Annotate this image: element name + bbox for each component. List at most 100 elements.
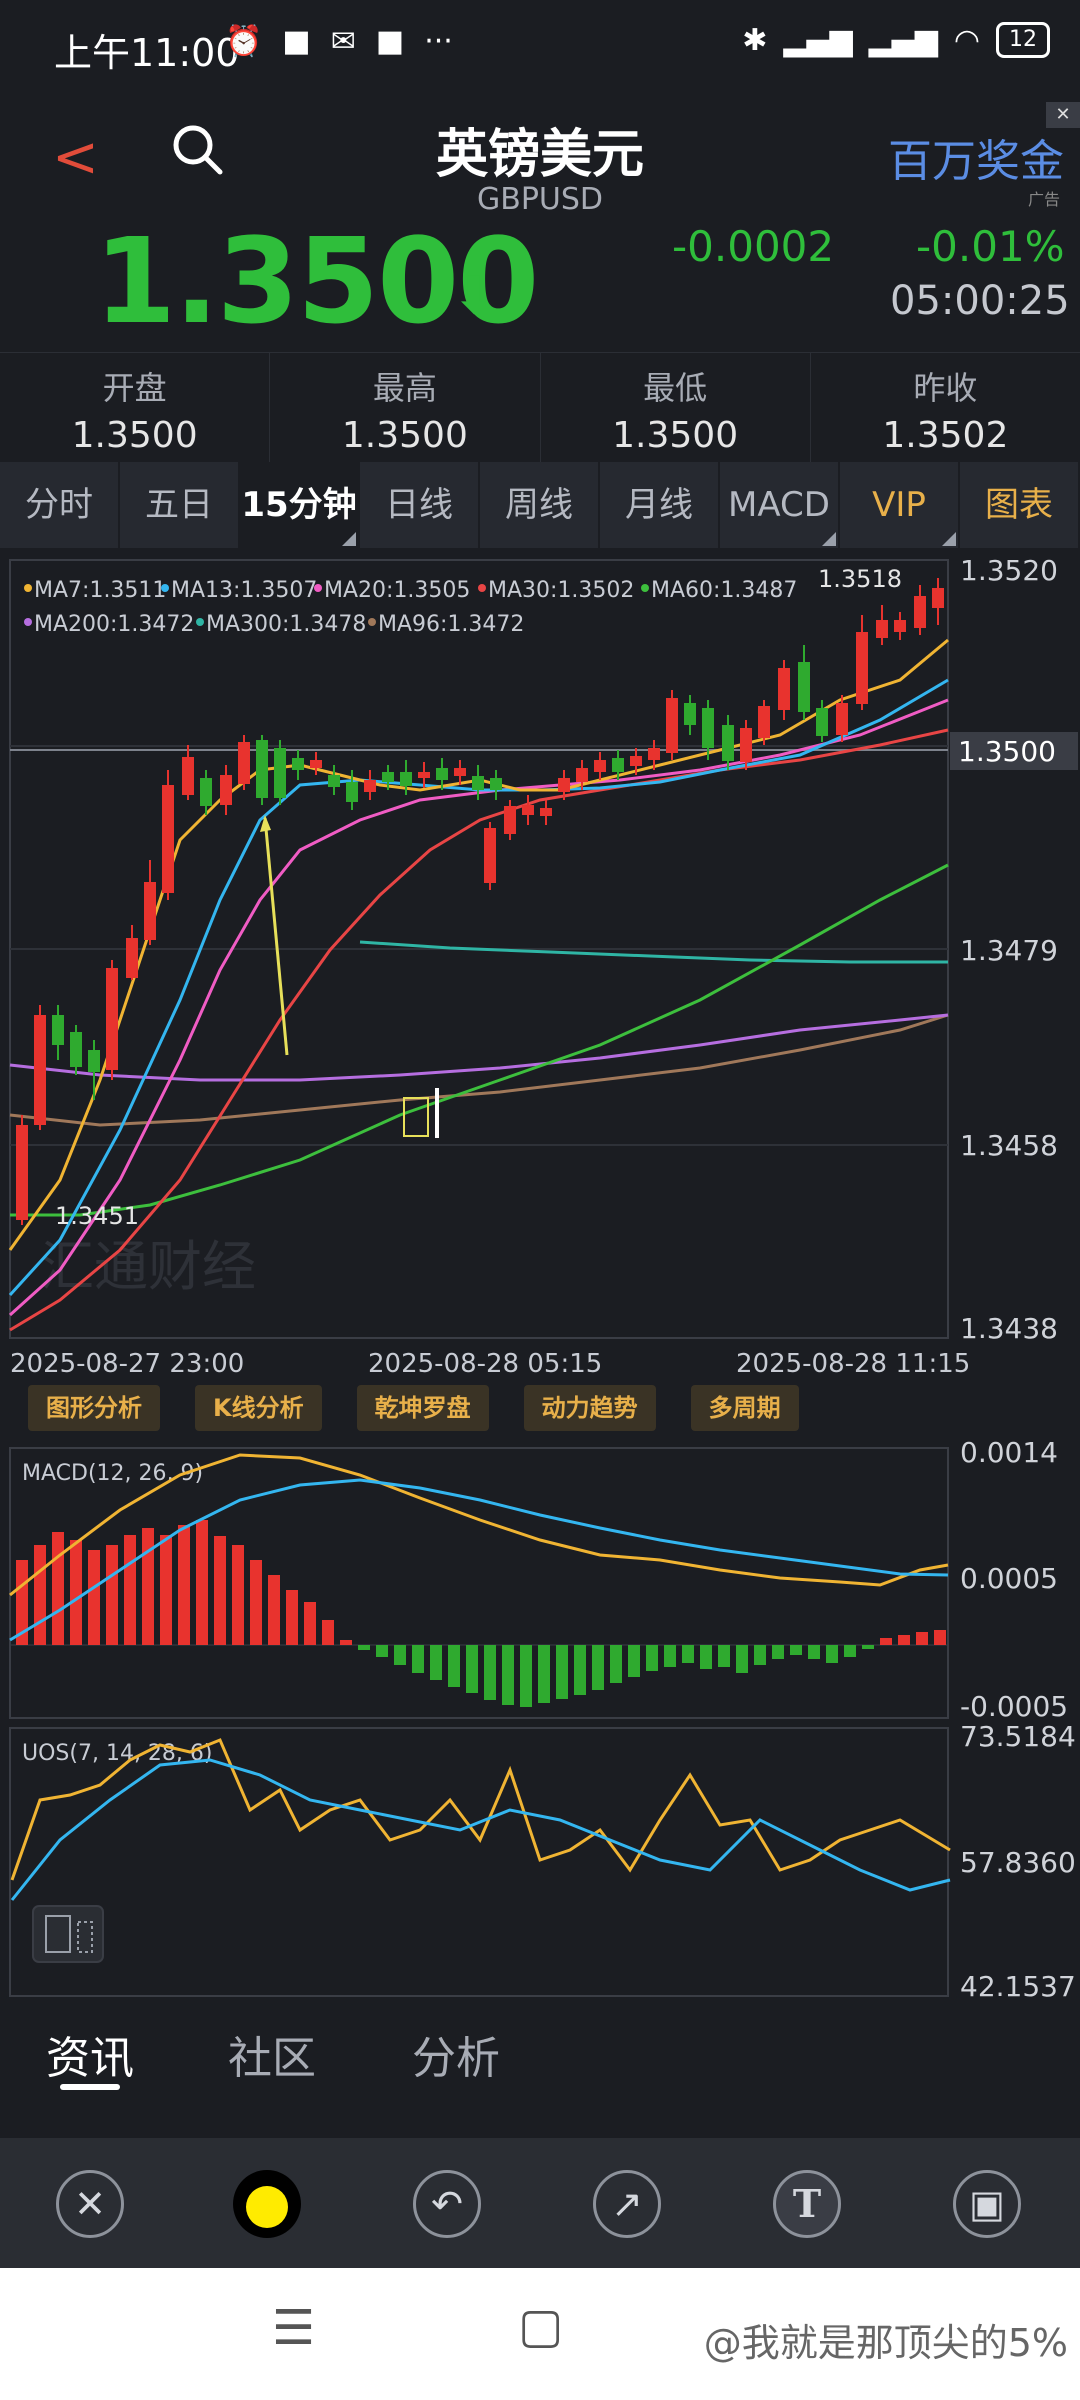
back-button[interactable]: <	[52, 125, 99, 190]
page-title: 英镑美元	[435, 125, 644, 185]
tool-pattern-analysis[interactable]: 图形分析	[28, 1385, 160, 1431]
drawn-arrow[interactable]	[263, 817, 289, 1056]
color-dot-icon[interactable]	[233, 2170, 301, 2238]
close-icon[interactable]: ✕	[56, 2170, 124, 2238]
content-tabs	[0, 2002, 1080, 2132]
mail-icon: ✉	[330, 24, 356, 59]
macd-y-label: 0.0005	[960, 1562, 1058, 1595]
tab-15min[interactable]: 15分钟	[240, 462, 360, 548]
stat-high: 最高 1.3500	[270, 353, 541, 463]
stat-value: 1.3502	[882, 415, 1009, 456]
tab-weekly[interactable]: 周线	[480, 462, 600, 548]
uos-line	[10, 1738, 951, 1881]
ma-legend-ma13: MA13:1.3507	[171, 578, 317, 603]
ma-legend-ma300: MA300:1.3478	[206, 612, 366, 637]
tab-chart-settings[interactable]: 图表	[960, 462, 1080, 548]
save-icon[interactable]: ▣	[953, 2170, 1021, 2238]
uos-ma-line	[10, 1758, 951, 1901]
macd-histogram	[16, 1520, 946, 1707]
bluetooth-icon: ✱	[742, 22, 768, 58]
ma-legend-ma96: MA96:1.3472	[378, 612, 524, 637]
tab-daily[interactable]: 日线	[360, 462, 480, 548]
drawing-toolbar	[0, 2138, 1080, 2268]
arrow-icon[interactable]: ↗	[593, 2170, 661, 2238]
down-arrow-icon: ⬇	[452, 266, 496, 326]
tab-macd[interactable]: MACD	[720, 462, 840, 548]
stat-prev-close: 昨收 1.3502	[811, 353, 1080, 463]
active-tab-indicator	[60, 2084, 120, 2090]
status-bar: 上午11:00 ⏰ ■ ✉ ■ ··· ✱ ▂▄▆ ▂▄▆ ◠ 12	[0, 0, 1080, 100]
y-axis-label: 1.3520	[960, 554, 1058, 587]
high-price-label: 1.3518	[818, 565, 902, 593]
alarm-icon: ⏰	[225, 24, 263, 59]
tab-community[interactable]: 社区	[228, 2033, 316, 2084]
search-icon[interactable]	[170, 122, 224, 176]
low-price-label: 1.3451	[55, 1202, 139, 1230]
dropdown-corner-icon	[822, 532, 836, 546]
tab-five-day[interactable]: 五日	[120, 462, 240, 548]
ma200-line	[9, 1013, 949, 1082]
user-watermark: @我就是那顶尖的5%	[703, 2321, 1068, 2365]
text-icon[interactable]: T	[773, 2170, 841, 2238]
tab-label: MACD	[728, 485, 830, 525]
shop-icon: ■	[375, 24, 405, 59]
macd-dea-line	[9, 1478, 949, 1642]
drawn-text-cursor[interactable]	[403, 1088, 439, 1138]
ma20-line	[8, 698, 949, 1317]
more-icon: ···	[424, 24, 453, 59]
price-change: -0.0002	[672, 222, 835, 271]
tool-kline-analysis[interactable]: K线分析	[195, 1385, 322, 1431]
quote-stats: 开盘 1.3500 最高 1.3500 最低 1.3500 昨收 1.3502	[0, 352, 1080, 463]
menu-icon[interactable]: ☰	[272, 2300, 316, 2356]
tab-monthly[interactable]: 月线	[600, 462, 720, 548]
stat-low: 最低 1.3500	[541, 353, 811, 463]
undo-icon[interactable]: ↶	[413, 2170, 481, 2238]
ma60-line	[10, 863, 949, 1217]
stat-value: 1.3500	[341, 415, 468, 456]
status-notification-icons: ⏰ ■ ✉ ■ ···	[225, 24, 453, 59]
status-system-icons: ✱ ▂▄▆ ▂▄▆ ◠ 12	[742, 22, 1050, 58]
tab-vip[interactable]: VIP	[840, 462, 960, 548]
macd-dif-line	[9, 1453, 949, 1597]
x-axis-label: 2025-08-27 23:00	[10, 1349, 244, 1379]
tab-label: VIP	[872, 485, 926, 525]
tab-news[interactable]: 资讯	[46, 2033, 134, 2084]
macd-y-label: -0.0005	[960, 1690, 1068, 1723]
tool-multi-period[interactable]: 多周期	[690, 1385, 799, 1431]
uos-y-label: 57.8360	[960, 1846, 1076, 1879]
ma-legend-ma200: MA200:1.3472	[34, 612, 194, 637]
dropdown-corner-icon	[942, 532, 956, 546]
stat-value: 1.3500	[612, 415, 739, 456]
current-price: 1.3500	[94, 212, 539, 350]
ad-close-button[interactable]: ✕	[1046, 102, 1080, 128]
tool-momentum[interactable]: 动力趋势	[523, 1385, 656, 1431]
period-tabs: 分时 五日 15分钟 日线 周线 月线 MACD VIP 图表	[0, 462, 1080, 548]
ma300-line	[359, 940, 948, 964]
system-nav-bar	[0, 2268, 1080, 2400]
tool-compass[interactable]: 乾坤罗盘	[356, 1385, 489, 1431]
y-axis-label: 1.3500	[958, 735, 1056, 768]
macd-y-label: 0.0014	[960, 1436, 1058, 1469]
candlesticks	[16, 578, 944, 1225]
stat-label: 最低	[643, 369, 708, 407]
x-axis-label: 2025-08-28 05:15	[368, 1349, 602, 1379]
ad-tag: 广告	[1027, 190, 1060, 209]
chart-area[interactable]: 汇通财经	[0, 548, 1080, 1998]
status-time: 上午11:00	[54, 31, 240, 75]
stat-open: 开盘 1.3500	[0, 353, 271, 463]
home-icon[interactable]: ▢	[518, 2298, 564, 2354]
panel-toggle-icon[interactable]	[32, 1905, 104, 1963]
symbol-code: GBPUSD	[476, 182, 604, 217]
wifi-icon: ◠	[953, 22, 980, 58]
tab-label: 15分钟	[241, 485, 357, 525]
stat-label: 开盘	[102, 369, 167, 407]
ma-legend-ma60: MA60:1.3487	[651, 578, 797, 603]
ad-banner[interactable]: 百万奖金	[888, 136, 1064, 187]
tab-intraday[interactable]: 分时	[0, 462, 120, 548]
uos-y-label: 42.1537	[960, 1970, 1076, 1998]
signal-icon: ▂▄▆	[868, 22, 938, 58]
macd-title: MACD(12, 26, 9)	[22, 1461, 203, 1486]
uos-y-label: 73.5184	[960, 1720, 1076, 1753]
drawn-arrowhead	[260, 815, 271, 832]
tab-analysis[interactable]: 分析	[412, 2033, 500, 2084]
